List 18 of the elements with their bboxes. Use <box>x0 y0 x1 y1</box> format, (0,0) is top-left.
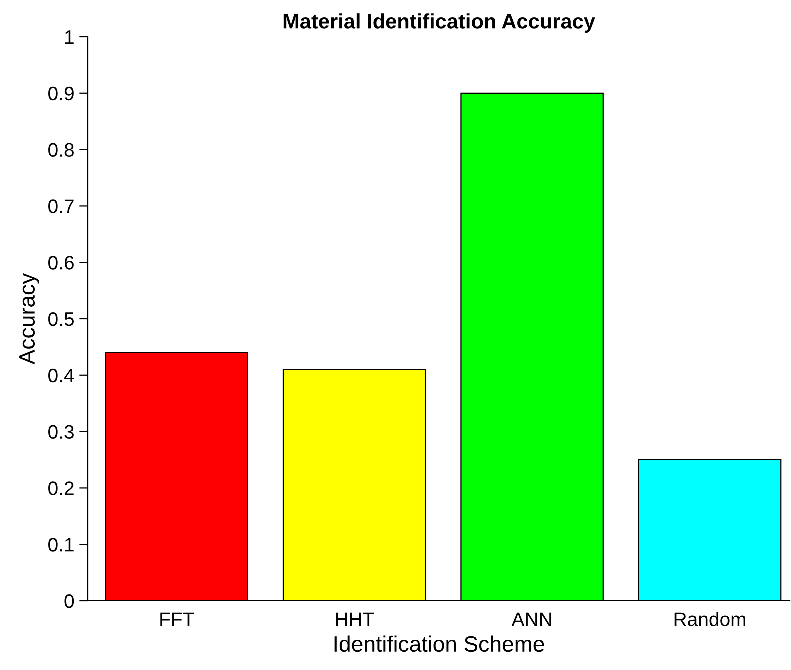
y-tick-label: 0 <box>64 594 74 608</box>
y-tick-label: 0.2 <box>48 482 74 496</box>
y-tick-label: 0.4 <box>48 368 74 383</box>
y-axis-title: Accuracy <box>20 273 40 365</box>
y-tick-label: 1 <box>65 30 74 44</box>
y-tick-label: 0.6 <box>48 256 74 270</box>
y-tick-label: 0.7 <box>48 200 74 214</box>
y-tick-label: 0.1 <box>48 538 74 552</box>
x-tick-label: FFT <box>160 612 194 626</box>
chart-title: Material Identification Accuracy <box>284 14 596 33</box>
x-tick-label: ANN <box>512 612 552 626</box>
y-tick-label: 0.3 <box>48 425 74 440</box>
x-tick-label: HHT <box>336 612 374 626</box>
y-tick-label: 0.5 <box>48 312 74 326</box>
x-axis-title: Identification Scheme <box>334 636 544 652</box>
y-tick-label: 0.8 <box>48 143 74 158</box>
x-tick-label: Random <box>674 612 746 626</box>
y-tick-label: 0.9 <box>48 86 74 101</box>
